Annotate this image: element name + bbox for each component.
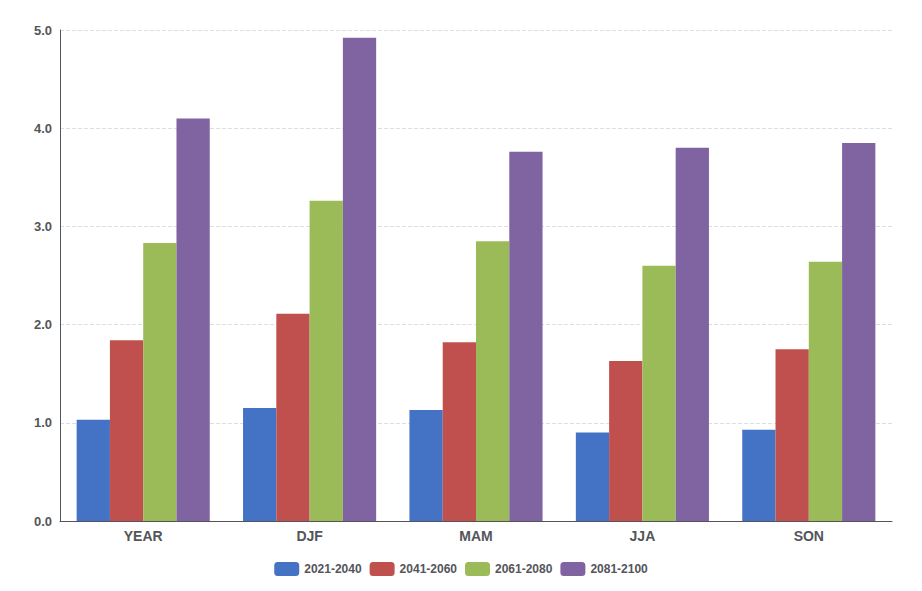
svg-text:5.0: 5.0 <box>34 23 52 38</box>
svg-text:0.0: 0.0 <box>34 514 52 529</box>
svg-text:2081-2100: 2081-2100 <box>590 562 648 576</box>
svg-text:JJA: JJA <box>630 528 656 544</box>
svg-text:DJF: DJF <box>296 528 323 544</box>
svg-text:4.0: 4.0 <box>34 121 52 136</box>
svg-text:2041-2060: 2041-2060 <box>400 562 458 576</box>
svg-text:SON: SON <box>794 528 824 544</box>
svg-text:MAM: MAM <box>459 528 492 544</box>
svg-text:1.0: 1.0 <box>34 415 52 430</box>
svg-text:2021-2040: 2021-2040 <box>304 562 362 576</box>
svg-text:3.0: 3.0 <box>34 219 52 234</box>
svg-text:YEAR: YEAR <box>124 528 163 544</box>
svg-text:2061-2080: 2061-2080 <box>495 562 553 576</box>
svg-text:2.0: 2.0 <box>34 317 52 332</box>
